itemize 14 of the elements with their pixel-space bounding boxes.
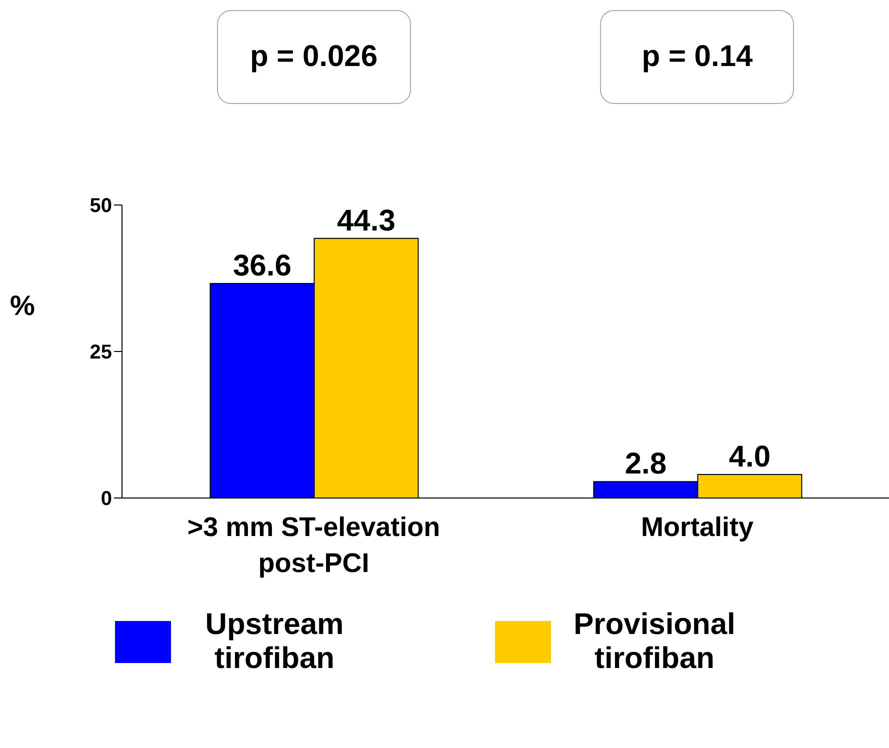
data-label: 2.8 [624, 448, 667, 481]
x-tick-label: Mortality [640, 512, 754, 542]
x-tick-label: >3 mm ST-elevation post-PCI [187, 512, 440, 578]
legend-label: Upstream tirofiban [204, 608, 345, 676]
y-tick-label: 25 [90, 342, 112, 364]
text: p = 0.14 [642, 40, 753, 74]
data-label: 36.6 [233, 250, 292, 283]
y-tick-label: 50 [90, 195, 112, 218]
legend-label: Provisional tirofiban [572, 608, 736, 676]
data-label: 44.3 [337, 204, 396, 238]
text: p = 0.026 [250, 40, 378, 74]
y-tick-label: 0 [100, 488, 112, 510]
y-axis-title: % [10, 290, 35, 321]
data-label: 4.0 [728, 440, 771, 474]
